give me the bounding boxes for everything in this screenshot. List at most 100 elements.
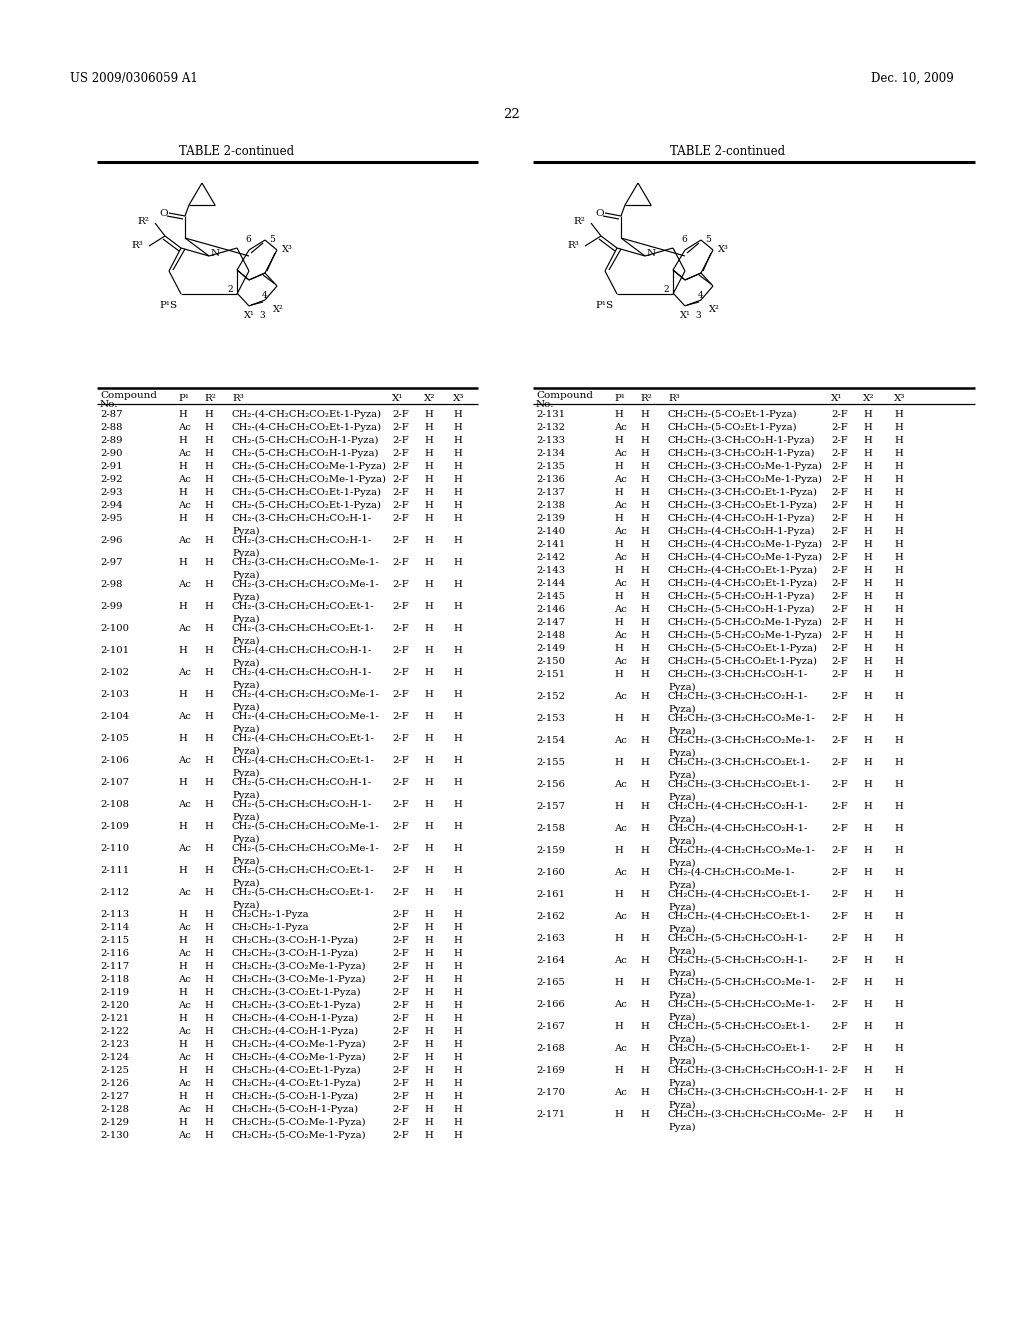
Text: Pyza): Pyza)	[668, 1078, 695, 1088]
Text: H: H	[640, 411, 649, 418]
Text: H: H	[204, 449, 213, 458]
Text: Pyza): Pyza)	[668, 1035, 695, 1044]
Text: H: H	[204, 624, 213, 634]
Text: X²: X²	[709, 305, 720, 314]
Text: Ac: Ac	[614, 605, 627, 614]
Text: H: H	[640, 513, 649, 523]
Text: CH₂CH₂-(4-CH₂CO₂Me-1-Pyza): CH₂CH₂-(4-CH₂CO₂Me-1-Pyza)	[668, 540, 823, 549]
Text: H: H	[453, 602, 462, 611]
Text: Pyza): Pyza)	[668, 859, 695, 869]
Text: 2-113: 2-113	[100, 909, 129, 919]
Text: CH₂CH₂-(3-CO₂H-1-Pyza): CH₂CH₂-(3-CO₂H-1-Pyza)	[232, 936, 359, 945]
Text: H: H	[453, 800, 462, 809]
Text: Pyza): Pyza)	[232, 725, 260, 734]
Text: H: H	[640, 714, 649, 723]
Text: P¹: P¹	[614, 393, 625, 403]
Text: 2-162: 2-162	[536, 912, 565, 921]
Text: H: H	[453, 1027, 462, 1036]
Text: H: H	[894, 869, 903, 876]
Text: CH₂CH₂-(5-CO₂H-1-Pyza): CH₂CH₂-(5-CO₂H-1-Pyza)	[232, 1092, 359, 1101]
Text: 2-126: 2-126	[100, 1078, 129, 1088]
Text: 2-F: 2-F	[392, 449, 409, 458]
Text: Ac: Ac	[614, 553, 627, 562]
Text: X³: X³	[282, 246, 293, 255]
Text: H: H	[204, 1014, 213, 1023]
Text: H: H	[640, 692, 649, 701]
Text: H: H	[894, 513, 903, 523]
Text: O: O	[159, 210, 168, 219]
Text: H: H	[178, 488, 186, 498]
Text: H: H	[453, 843, 462, 853]
Text: Compound: Compound	[100, 391, 157, 400]
Text: H: H	[640, 566, 649, 576]
Text: 2-87: 2-87	[100, 411, 123, 418]
Text: CH₂CH₂-(3-CH₂CH₂CO₂H-1-: CH₂CH₂-(3-CH₂CH₂CO₂H-1-	[668, 671, 808, 678]
Text: Ac: Ac	[178, 888, 190, 898]
Text: Ac: Ac	[614, 475, 627, 484]
Text: H: H	[453, 1001, 462, 1010]
Text: H: H	[453, 936, 462, 945]
Text: 2-F: 2-F	[831, 605, 848, 614]
Text: H: H	[178, 1118, 186, 1127]
Text: 2-F: 2-F	[392, 923, 409, 932]
Text: H: H	[614, 803, 623, 810]
Text: 2: 2	[663, 285, 669, 294]
Text: 2-F: 2-F	[392, 1001, 409, 1010]
Text: H: H	[424, 1067, 433, 1074]
Text: Ac: Ac	[178, 502, 190, 510]
Text: H: H	[640, 869, 649, 876]
Text: H: H	[894, 502, 903, 510]
Text: H: H	[204, 558, 213, 568]
Text: CH₂CH₂-(4-CH₂CH₂CO₂H-1-: CH₂CH₂-(4-CH₂CH₂CO₂H-1-	[668, 803, 808, 810]
Text: 2-167: 2-167	[536, 1022, 565, 1031]
Text: H: H	[178, 462, 186, 471]
Text: 2-F: 2-F	[831, 1044, 848, 1053]
Text: 2-F: 2-F	[831, 488, 848, 498]
Text: 2-132: 2-132	[536, 422, 565, 432]
Text: H: H	[178, 987, 186, 997]
Text: Ac: Ac	[614, 956, 627, 965]
Text: 2-138: 2-138	[536, 502, 565, 510]
Text: Ac: Ac	[178, 449, 190, 458]
Text: 2-92: 2-92	[100, 475, 123, 484]
Text: 2-F: 2-F	[392, 1040, 409, 1049]
Text: H: H	[204, 1040, 213, 1049]
Text: H: H	[424, 436, 433, 445]
Text: Ac: Ac	[178, 668, 190, 677]
Text: H: H	[453, 987, 462, 997]
Text: H: H	[424, 1040, 433, 1049]
Text: CH₂CH₂-(4-CH₂CO₂Et-1-Pyza): CH₂CH₂-(4-CH₂CO₂Et-1-Pyza)	[668, 566, 818, 576]
Text: CH₂-(4-CH₂CH₂CH₂CO₂Me-1-: CH₂-(4-CH₂CH₂CH₂CO₂Me-1-	[232, 690, 380, 700]
Text: H: H	[894, 591, 903, 601]
Text: Compound: Compound	[536, 391, 593, 400]
Text: 2-146: 2-146	[536, 605, 565, 614]
Text: 2-F: 2-F	[831, 890, 848, 899]
Text: H: H	[863, 1022, 871, 1031]
Text: H: H	[614, 671, 623, 678]
Text: H: H	[863, 644, 871, 653]
Text: 2: 2	[227, 285, 232, 294]
Text: 2-F: 2-F	[392, 936, 409, 945]
Text: H: H	[453, 690, 462, 700]
Text: CH₂CH₂-(4-CH₂CO₂Me-1-Pyza): CH₂CH₂-(4-CH₂CO₂Me-1-Pyza)	[668, 553, 823, 562]
Text: 2-134: 2-134	[536, 449, 565, 458]
Text: H: H	[894, 553, 903, 562]
Text: CH₂CH₂-(5-CO₂Et-1-Pyza): CH₂CH₂-(5-CO₂Et-1-Pyza)	[668, 411, 798, 420]
Text: H: H	[453, 866, 462, 875]
Text: 2-F: 2-F	[831, 1088, 848, 1097]
Text: H: H	[640, 671, 649, 678]
Text: H: H	[863, 540, 871, 549]
Text: 2-111: 2-111	[100, 866, 129, 875]
Text: 2-F: 2-F	[831, 566, 848, 576]
Text: 2-F: 2-F	[831, 411, 848, 418]
Text: H: H	[424, 502, 433, 510]
Text: Pyza): Pyza)	[668, 880, 695, 890]
Text: H: H	[204, 462, 213, 471]
Text: H: H	[204, 756, 213, 766]
Text: H: H	[894, 890, 903, 899]
Text: H: H	[863, 436, 871, 445]
Text: H: H	[178, 645, 186, 655]
Text: 2-133: 2-133	[536, 436, 565, 445]
Text: H: H	[863, 579, 871, 587]
Text: CH₂CH₂-(4-CO₂Et-1-Pyza): CH₂CH₂-(4-CO₂Et-1-Pyza)	[232, 1078, 361, 1088]
